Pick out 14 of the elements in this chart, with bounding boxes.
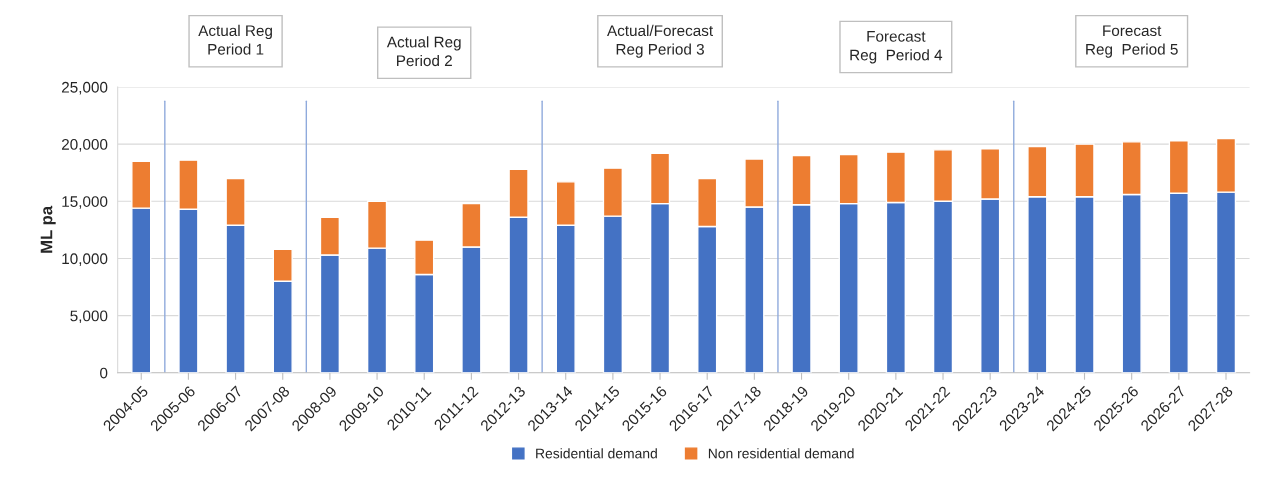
- text: Forecast Reg Period 5: [1086, 25, 1178, 58]
- text: Forecast Reg Period 4: [850, 31, 943, 64]
- y-axis-title: ML pa: [40, 205, 56, 253]
- y-tick-label: 5,000: [70, 310, 108, 324]
- y-tick-label: 20,000: [61, 139, 108, 152]
- y-tick-label: 10,000: [62, 253, 108, 266]
- y-tick-label: 25,000: [61, 81, 108, 95]
- y-tick-label: 0: [100, 367, 108, 379]
- text: Actual Reg Period 2: [386, 36, 461, 67]
- text: Actual Reg Period 1: [198, 24, 272, 55]
- y-tick-label: 15,000: [62, 196, 108, 209]
- legend-label: Residential demand: [536, 448, 657, 459]
- text: Actual/Forecast Reg Period 3: [607, 24, 713, 58]
- legend-label: Non residential demand: [708, 448, 854, 459]
